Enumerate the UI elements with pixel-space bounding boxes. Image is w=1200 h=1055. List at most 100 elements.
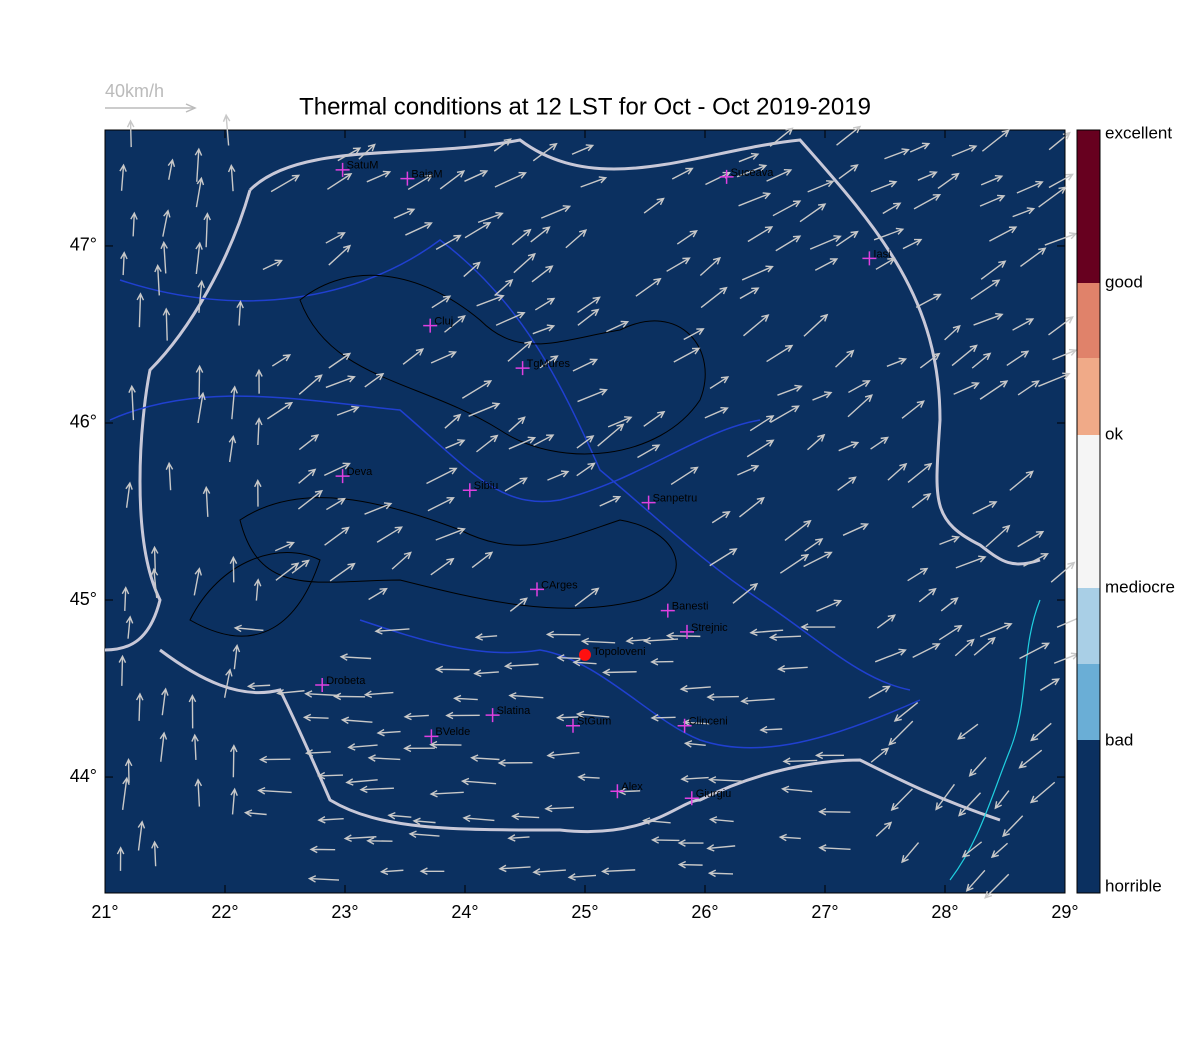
wind-arrow: [347, 743, 378, 751]
wind-arrow: [665, 631, 701, 640]
wind-arrow: [683, 328, 705, 341]
wind-arrow: [511, 812, 540, 821]
city-label: Banesti: [672, 601, 709, 613]
wind-arrow: [195, 176, 205, 208]
city-marker: [462, 483, 477, 498]
wind-arrow: [222, 113, 231, 146]
wind-arrow: [706, 844, 736, 852]
wind-arrow: [917, 171, 938, 181]
wind-arrow: [393, 208, 416, 219]
wind-arrow: [708, 776, 744, 784]
wind-arrow: [363, 690, 394, 699]
wind-arrow: [915, 293, 942, 309]
wind-arrow: [343, 834, 377, 842]
wind-arrow: [309, 845, 336, 854]
wind-arrow: [327, 173, 353, 190]
wind-arrow: [907, 567, 929, 582]
wind-arrow: [468, 402, 501, 417]
wind-arrow: [913, 193, 942, 210]
wind-arrow: [412, 817, 436, 826]
y-tick-label: 44°: [70, 766, 97, 786]
wind-arrow: [162, 209, 171, 237]
wind-arrow: [980, 260, 1007, 280]
wind-arrow: [766, 168, 793, 182]
wind-arrow: [679, 684, 711, 693]
wind-arrow: [376, 526, 403, 543]
x-tick-label: 22°: [211, 902, 238, 922]
wind-arrow: [887, 462, 908, 481]
wind-arrow: [576, 462, 596, 477]
wind-arrow: [304, 690, 340, 698]
wind-arrow: [444, 315, 466, 333]
city-marker: [610, 784, 625, 799]
site-label: Topoloveni: [593, 646, 646, 658]
wind-arrow: [838, 164, 859, 180]
wind-arrow: [494, 278, 514, 297]
wind-arrow: [1020, 247, 1047, 268]
wind-arrow: [470, 754, 500, 762]
wind-arrow: [453, 694, 478, 703]
wind-arrow: [777, 384, 803, 396]
wind-arrow: [508, 436, 537, 450]
wind-arrow: [230, 787, 238, 815]
title: Thermal conditions at 12 LST for Oct - O…: [299, 93, 871, 120]
wind-arrow: [738, 192, 772, 207]
wind-arrow: [154, 264, 162, 296]
wind-arrow: [325, 232, 346, 244]
wind-arrow: [270, 174, 301, 193]
city-label: Drobeta: [326, 675, 366, 687]
wind-arrow: [364, 372, 385, 388]
wind-arrow: [328, 244, 352, 266]
wind-arrow: [602, 668, 637, 677]
wind-arrow: [135, 692, 144, 721]
wind-arrow: [666, 257, 691, 272]
site-marker: [579, 648, 591, 661]
wind-arrow: [555, 713, 579, 722]
wind-arrow: [121, 586, 130, 611]
wind-arrow: [462, 814, 495, 823]
wind-arrow: [364, 502, 393, 515]
wind-arrow: [575, 710, 610, 719]
wind-arrow: [749, 415, 775, 432]
wind-arrow: [195, 364, 204, 397]
wind-arrow: [329, 562, 356, 582]
x-tick-label: 28°: [931, 902, 958, 922]
wind-arrow: [893, 702, 919, 722]
city-label: Slatina: [497, 705, 532, 717]
wind-arrow: [870, 180, 898, 193]
wind-arrow: [973, 636, 996, 656]
city-label: Cluj: [434, 316, 453, 328]
wind-arrow: [121, 776, 130, 810]
wind-arrow: [345, 778, 378, 786]
wind-arrow: [673, 347, 701, 363]
wind-arrow: [989, 226, 1018, 242]
wind-arrow: [799, 203, 827, 223]
wind-arrow: [1009, 470, 1034, 491]
wind-arrow: [188, 694, 197, 729]
wind-arrow: [814, 751, 844, 760]
colorbar: [1076, 129, 1101, 894]
wind-arrow: [676, 230, 698, 245]
wind-arrow: [577, 773, 600, 782]
wind-arrow: [258, 755, 291, 764]
city-marker: [862, 251, 877, 266]
wind-arrow: [408, 830, 440, 839]
wind-arrow: [534, 297, 556, 311]
wind-arrow: [818, 844, 851, 852]
wind-arrow: [429, 789, 464, 798]
wind-arrow: [254, 478, 262, 507]
wind-arrow: [407, 174, 434, 191]
wind-arrow: [873, 227, 905, 241]
wind-arrow: [403, 712, 429, 721]
city-label: SatuM: [347, 160, 379, 172]
wind-arrow: [580, 176, 608, 188]
wind-arrow: [958, 792, 982, 817]
wind-arrow: [532, 142, 558, 162]
wind-arrow: [298, 374, 323, 395]
wind-arrow: [1012, 207, 1036, 218]
wind-arrow: [556, 654, 582, 662]
wind-arrow: [150, 545, 159, 572]
wind-arrow: [577, 388, 608, 403]
wind-arrow: [513, 252, 536, 274]
wind-arrow: [1040, 678, 1061, 691]
